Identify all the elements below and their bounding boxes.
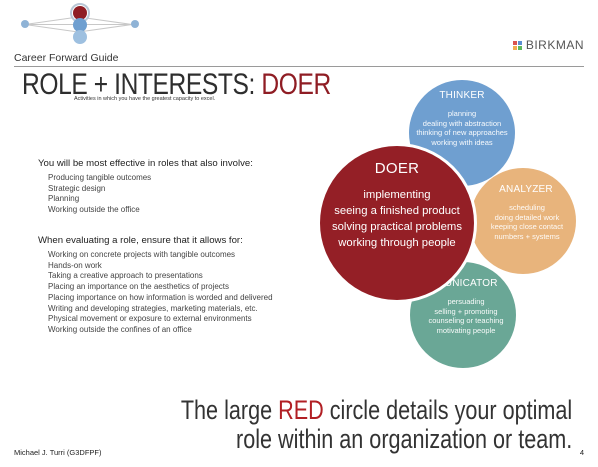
tagline-red: RED xyxy=(277,395,324,425)
list-item: Taking a creative approach to presentati… xyxy=(48,271,203,281)
nav-line xyxy=(80,24,133,33)
analyzer-items: scheduling doing detailed work keeping c… xyxy=(470,203,576,241)
nav-dot-bottom[interactable] xyxy=(73,30,87,44)
communicator-item: selling + promoting xyxy=(434,306,498,316)
guide-title: Career Forward Guide xyxy=(14,52,119,64)
list-item: Planning xyxy=(48,194,80,204)
doer-item: working through people xyxy=(338,237,456,249)
list-item: Hands-on work xyxy=(48,260,102,270)
analyzer-title: ANALYZER xyxy=(499,184,553,195)
nav-dot-active[interactable] xyxy=(73,6,87,20)
communicator-items: persuading selling + promoting counselin… xyxy=(410,297,516,335)
doer-title: DOER xyxy=(374,160,420,177)
analyzer-item: keeping close contact xyxy=(490,222,564,231)
section-effective-roles: You will be most effective in roles that… xyxy=(38,158,308,216)
effective-roles-list: Producing tangible outcomes Strategic de… xyxy=(48,173,308,216)
doer-circle: DOER implementing seeing a finished prod… xyxy=(317,143,477,303)
doer-items: implementing seeing a finished product s… xyxy=(320,187,474,251)
communicator-circle: MUNICATOR persuading selling + promoting… xyxy=(410,262,516,368)
title-prefix: ROLE + INTERESTS: xyxy=(22,68,262,101)
section-evaluate-role: When evaluating a role, ensure that it a… xyxy=(38,235,318,336)
list-item: Working outside the office xyxy=(48,205,140,215)
analyzer-item: numbers + systems xyxy=(494,231,560,241)
doer-item: seeing a finished product xyxy=(334,205,460,217)
thinker-item: dealing with abstraction xyxy=(422,118,502,128)
birkman-logo: BIRKMAN xyxy=(512,38,584,52)
list-item: Working on concrete projects with tangib… xyxy=(48,250,236,259)
communicator-item: motivating people xyxy=(436,325,496,335)
communicator-title: MUNICATOR xyxy=(436,278,498,289)
page-number: 4 xyxy=(579,448,584,457)
logo-text: BIRKMAN xyxy=(525,38,584,52)
list-item: Strategic design xyxy=(48,183,106,193)
thinker-item: planning xyxy=(447,109,477,118)
section-heading: You will be most effective in roles that… xyxy=(38,158,253,169)
nav-dot-right[interactable] xyxy=(131,20,139,28)
communicator-item: persuading xyxy=(447,297,485,306)
list-item: Writing and developing strategies, marke… xyxy=(48,303,258,313)
tagline-line-1: The large RED circle details your optima… xyxy=(181,396,572,425)
page-subtitle: Activities in which you have the greates… xyxy=(74,96,216,102)
logo-mark-icon xyxy=(512,40,522,50)
tagline: The large RED circle details your optima… xyxy=(181,396,572,454)
section-heading: When evaluating a role, ensure that it a… xyxy=(38,235,243,246)
analyzer-circle: ANALYZER scheduling doing detailed work … xyxy=(470,168,576,274)
thinker-items: planning dealing with abstraction thinki… xyxy=(409,109,515,147)
tagline-pre: The large xyxy=(180,395,278,425)
communicator-item: counseling or teaching xyxy=(428,316,504,325)
header-divider xyxy=(14,66,584,67)
list-item: Producing tangible outcomes xyxy=(48,173,152,182)
page-title: ROLE + INTERESTS: DOER xyxy=(22,68,331,102)
analyzer-item: scheduling xyxy=(509,203,545,212)
title-highlight: DOER xyxy=(261,68,331,101)
footer-author: Michael J. Turri (G3DFPF) xyxy=(14,448,102,457)
list-item: Physical movement or exposure to externa… xyxy=(48,314,252,324)
nav-dot-middle[interactable] xyxy=(73,18,87,32)
list-item: Working outside the confines of an offic… xyxy=(48,324,192,334)
thinker-item: thinking of new approaches xyxy=(416,128,508,137)
tagline-post: circle details your optimal xyxy=(323,395,573,425)
analyzer-item: doing detailed work xyxy=(494,212,560,222)
thinker-title: THINKER xyxy=(439,90,485,101)
doer-item: implementing xyxy=(363,189,431,201)
thinker-item: working with ideas xyxy=(431,137,493,147)
list-item: Placing importance on how information is… xyxy=(48,292,273,302)
list-item: Placing an importance on the aesthetics … xyxy=(48,282,229,292)
evaluate-role-list: Working on concrete projects with tangib… xyxy=(48,250,318,336)
tagline-line-2: role within an organization or team. xyxy=(235,424,572,454)
nav-dot-left[interactable] xyxy=(21,20,29,28)
doer-item: solving practical problems xyxy=(332,221,462,233)
